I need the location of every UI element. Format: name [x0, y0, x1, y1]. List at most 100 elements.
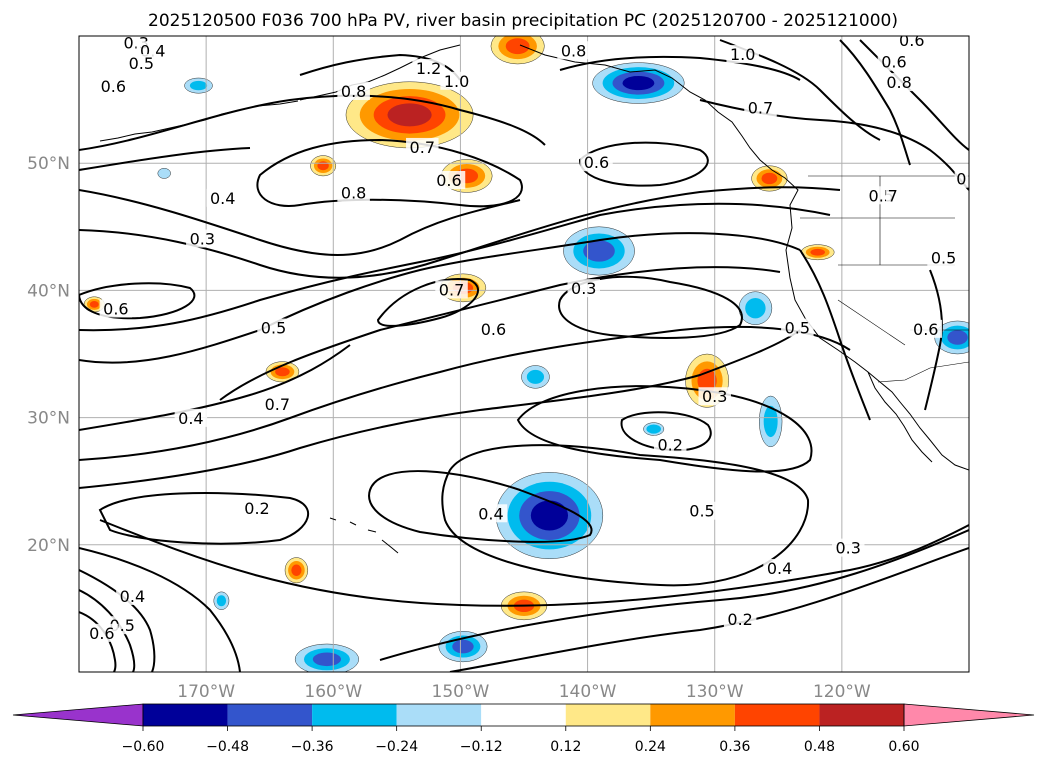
- shade-level-2: [810, 249, 825, 256]
- contour-label-text: 0.8: [886, 73, 911, 92]
- colorbar-tick-label-2: −0.36: [291, 739, 334, 755]
- shaded-region-top-positive: [491, 28, 544, 64]
- contour-label-13: 0.5: [257, 319, 290, 338]
- shade-level-1: [190, 81, 207, 90]
- contour-label-text: 0.5: [931, 249, 956, 268]
- contour-label-9: 0.8: [337, 184, 370, 203]
- shade-level-1: [745, 298, 765, 318]
- shaded-region-hawaii-negative: [496, 472, 603, 558]
- contour-label-text: 0.4: [767, 559, 792, 578]
- colorbar-bin-8: [819, 704, 904, 726]
- contour-label-29: 1.0: [726, 45, 759, 64]
- colorbar-tick-label-4: −0.12: [460, 739, 503, 755]
- contour-label-36: 0: [955, 170, 969, 189]
- shaded-region-far-south-negative: [214, 592, 229, 610]
- contour-label-text: 0.3: [835, 539, 860, 558]
- contour-label-text: 0.4: [210, 189, 235, 208]
- shade-level-2: [452, 640, 473, 654]
- shade-level-3: [531, 501, 568, 531]
- contour-label-text: 0.2: [244, 499, 269, 518]
- colorbar-tick-label-3: −0.24: [375, 739, 418, 755]
- shaded-region-aleutian-negative: [185, 78, 213, 93]
- contour-label-11: 0.3: [186, 230, 219, 249]
- shaded-region-mid-negative-small: [521, 365, 549, 388]
- contour-label-41: 0.3: [832, 539, 865, 558]
- contour-label-text: 0.6: [436, 171, 461, 190]
- shade-level-2: [506, 38, 530, 54]
- contour-label-text: 0.6: [103, 299, 128, 318]
- contour-label-text: 0.5: [261, 319, 286, 338]
- contour-label-text: 0.6: [481, 320, 506, 339]
- contour-label-text: 1.0: [444, 72, 469, 91]
- contour-label-6: 1.0: [440, 72, 473, 91]
- contour-label-30: 0.7: [744, 99, 777, 118]
- contour-label-text: 1.2: [416, 59, 441, 78]
- shade-level-1: [527, 370, 544, 384]
- contour-label-14: 0.7: [435, 280, 468, 299]
- colorbar-bin-6: [650, 704, 735, 726]
- contour-label-40: 0.4: [763, 559, 796, 578]
- colorbar-extend-low: [13, 704, 143, 726]
- colorbar-bin-1: [228, 704, 313, 726]
- contour-label-text: 0.7: [265, 395, 290, 414]
- shaded-region-ne-pacific-negative: [563, 227, 634, 275]
- contour-label-text: 0.4: [120, 587, 145, 606]
- contour-label-35: 7: [886, 186, 900, 205]
- x-tick-label-3: 140°W: [559, 682, 617, 702]
- shade-level-3: [387, 103, 431, 126]
- contour-label-10: 0.4: [206, 189, 239, 208]
- shaded-region-california-positive: [801, 245, 834, 260]
- colorbar-bin-4: [481, 704, 566, 726]
- contour-label-text: 0.3: [190, 230, 215, 249]
- colorbar-bin-2: [312, 704, 397, 726]
- contour-label-22: 0.2: [241, 499, 274, 518]
- shaded-region-subtropical-negative-small: [643, 423, 663, 436]
- contour-label-text: 0.2: [657, 436, 682, 455]
- contour-label-24: 0.5: [686, 502, 719, 521]
- contour-label-text: 0.6: [881, 53, 906, 72]
- map-area: 0.30.40.50.6 0.81.21.00.70.60.80.40.30.60…: [79, 28, 980, 674]
- contour-label-text: 0.2: [727, 610, 752, 629]
- contour-label-15: 0.6: [477, 320, 510, 339]
- contour-label-8: 0.6: [433, 171, 466, 190]
- shade-level-2: [317, 161, 328, 170]
- shade-level-3: [623, 76, 655, 90]
- contour-label-25: 0.4: [116, 587, 148, 606]
- contour-label-32: 0.6: [896, 31, 929, 50]
- figure: 2025120500 F036 700 hPa PV, river basin …: [0, 0, 1047, 765]
- colorbar-bin-7: [735, 704, 820, 726]
- shade-level-1: [217, 595, 226, 606]
- contour-label-text: 0.6: [89, 624, 114, 643]
- colorbar-tick-label-6: 0.24: [635, 739, 666, 755]
- contour-label-12: 0.6: [100, 299, 133, 318]
- shade-level-2: [947, 330, 967, 345]
- contour-label-text: 7: [888, 186, 898, 205]
- contour-label-text: 0: [956, 170, 966, 189]
- shaded-region-southwest-positive: [285, 558, 308, 583]
- shade-level-2: [291, 565, 301, 576]
- shade-level-2: [649, 426, 658, 432]
- colorbar-tick-label-7: 0.36: [719, 739, 750, 755]
- contour-label-27: 0.6: [86, 624, 119, 643]
- contour-label-20: 0.3: [698, 387, 731, 406]
- contour-label-text: 0.5: [785, 319, 810, 338]
- contour-label-text: 0.4: [178, 409, 203, 428]
- contour-label-text: 0.5: [689, 502, 714, 521]
- colorbar-tick-label-5: 0.12: [550, 739, 581, 755]
- contour-label-39: 0.5: [781, 319, 814, 338]
- contour-label-text: 1.0: [730, 45, 755, 64]
- contour-label-text: 0.6: [913, 320, 938, 339]
- x-tick-label-4: 130°W: [686, 682, 744, 702]
- contour-label-5: 1.2: [412, 59, 445, 78]
- chart-title: 2025120500 F036 700 hPa PV, river basin …: [148, 11, 898, 31]
- contour-label-text: 0.3: [702, 387, 727, 406]
- contour-label-text: 0.6: [584, 153, 609, 172]
- colorbar-bin-3: [397, 704, 482, 726]
- contour-label-text: 0.7: [410, 138, 435, 157]
- contour-label-text: 0.7: [439, 280, 464, 299]
- x-tick-label-0: 170°W: [177, 682, 235, 702]
- x-tick-label-2: 150°W: [432, 682, 490, 702]
- contour-label-23: 0.4: [475, 504, 508, 523]
- contour-label-17: 0.3: [568, 279, 601, 298]
- y-tick-label-0: 50°N: [27, 154, 70, 174]
